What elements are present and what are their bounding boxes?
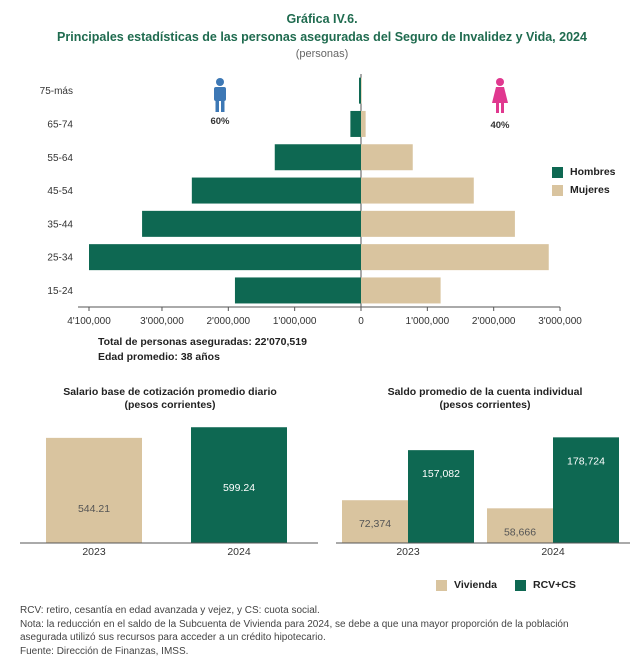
- bar-hombres: [191, 177, 361, 204]
- y-category-label: 65-74: [47, 119, 73, 130]
- mujeres-percent: 40%: [490, 120, 510, 131]
- male-icon-leg: [215, 100, 219, 112]
- legend-swatch-mujeres: [552, 184, 563, 196]
- legend-swatch-vivienda: [436, 579, 447, 591]
- saldo-bar-chart: 72,374 58,666 157,082 178,724 2023 2024: [336, 437, 630, 558]
- salary-value-label: 599.24: [223, 482, 255, 494]
- y-category-label: 35-44: [47, 219, 73, 230]
- legend-label-rcv: RCV+CS: [533, 579, 576, 591]
- saldo-subtitle-text: (pesos corrientes): [439, 399, 531, 411]
- legend-rcv: RCV+CS: [515, 579, 576, 591]
- bar-mujeres: [361, 110, 366, 137]
- male-icon-leg: [221, 100, 225, 112]
- female-icon-leg: [496, 103, 499, 113]
- footnote-line: RCV: retiro, cesantía en edad avanzada y…: [20, 605, 320, 616]
- salary-x-label: 2024: [227, 546, 251, 558]
- bar-mujeres: [361, 177, 474, 204]
- y-category-label: 25-34: [47, 253, 73, 264]
- saldo-x-label: 2023: [396, 546, 420, 558]
- salary-bar: [191, 427, 287, 543]
- x-tick-label: 0: [358, 316, 364, 327]
- female-icon-dress: [492, 87, 508, 103]
- chart-title: Gráfica IV.6.: [286, 12, 358, 26]
- x-tick-label: 4'100,000: [67, 316, 111, 327]
- footnotes: RCV: retiro, cesantía en edad avanzada y…: [20, 604, 630, 658]
- bar-mujeres: [361, 277, 441, 304]
- salary-value-label: 544.21: [78, 503, 110, 515]
- y-category-label: 75-más: [40, 86, 73, 97]
- bar-hombres: [274, 144, 361, 171]
- x-tick-label: 1'000,000: [406, 316, 450, 327]
- legend-vivienda: Vivienda: [436, 579, 497, 591]
- saldo-value-label: 58,666: [504, 526, 536, 538]
- bar-hombres: [234, 277, 361, 304]
- pyramid-summary: Total de personas aseguradas: 22'070,519…: [98, 335, 307, 365]
- bar-mujeres: [361, 77, 362, 104]
- x-tick-label: 1'000,000: [273, 316, 317, 327]
- saldo-bar-rcv: [408, 450, 474, 543]
- bar-hombres: [359, 77, 361, 104]
- salary-bar-chart: 544.21 2023 599.24 2024: [20, 427, 318, 558]
- x-tick-label: 2'000,000: [472, 316, 516, 327]
- legend-mujeres: Mujeres: [552, 184, 616, 196]
- x-tick-label: 3'000,000: [538, 316, 582, 327]
- salary-bar: [46, 437, 142, 543]
- bar-mujeres: [361, 210, 515, 237]
- saldo-value-label: 178,724: [567, 455, 605, 467]
- saldo-chart-title: Saldo promedio de la cuenta individual (…: [330, 386, 640, 412]
- salary-title-text: Salario base de cotización promedio diar…: [63, 386, 277, 398]
- bar-mujeres: [361, 144, 413, 171]
- footnote-line: asegurada utilizó sus recursos para acce…: [20, 632, 326, 643]
- legend-swatch-rcv: [515, 579, 526, 591]
- saldo-bar-rcv: [553, 437, 619, 543]
- legend-hombres: Hombres: [552, 166, 616, 178]
- legend-swatch-hombres: [552, 166, 563, 178]
- bar-hombres: [142, 210, 361, 237]
- saldo-value-label: 72,374: [359, 518, 391, 530]
- saldo-bar-vivienda: [487, 508, 553, 543]
- female-icon: [496, 78, 504, 86]
- legend-label-vivienda: Vivienda: [454, 579, 497, 591]
- bar-mujeres: [361, 244, 549, 271]
- saldo-legend: Vivienda RCV+CS: [436, 579, 594, 591]
- y-category-label: 15-24: [47, 286, 73, 297]
- saldo-bar-vivienda: [342, 500, 408, 543]
- y-category-label: 55-64: [47, 153, 73, 164]
- chart-unit: (personas): [295, 48, 349, 60]
- salary-x-label: 2023: [82, 546, 106, 558]
- edad-promedio: Edad promedio: 38 años: [98, 351, 220, 363]
- saldo-value-label: 157,082: [422, 468, 460, 480]
- pyramid-legend: Hombres Mujeres: [552, 166, 616, 202]
- total-asegurados: Total de personas aseguradas: 22'070,519: [98, 336, 307, 348]
- footnote-line: Nota: la reducción en el saldo de la Sub…: [20, 618, 569, 630]
- y-category-label: 45-54: [47, 186, 73, 197]
- salary-chart-title: Salario base de cotización promedio diar…: [20, 386, 320, 412]
- saldo-title-text: Saldo promedio de la cuenta individual: [387, 386, 583, 398]
- hombres-percent: 60%: [210, 116, 230, 127]
- chart-subtitle: Principales estadísticas de las personas…: [57, 30, 587, 44]
- male-icon-body: [214, 87, 226, 101]
- saldo-x-label: 2024: [541, 546, 565, 558]
- footnote-line: Fuente: Dirección de Finanzas, IMSS.: [20, 645, 189, 657]
- salary-subtitle-text: (pesos corrientes): [124, 399, 216, 411]
- legend-label-hombres: Hombres: [570, 166, 616, 178]
- population-pyramid: 4'100,000 3'000,000 2'000,000 1'000,000 0 1'0…: [40, 74, 582, 327]
- male-icon: [216, 78, 224, 86]
- female-icon-leg: [501, 103, 504, 113]
- bar-hombres: [350, 110, 361, 137]
- bar-hombres: [89, 244, 361, 271]
- x-tick-label: 2'000,000: [207, 316, 251, 327]
- x-tick-label: 3'000,000: [140, 316, 184, 327]
- legend-label-mujeres: Mujeres: [570, 184, 610, 196]
